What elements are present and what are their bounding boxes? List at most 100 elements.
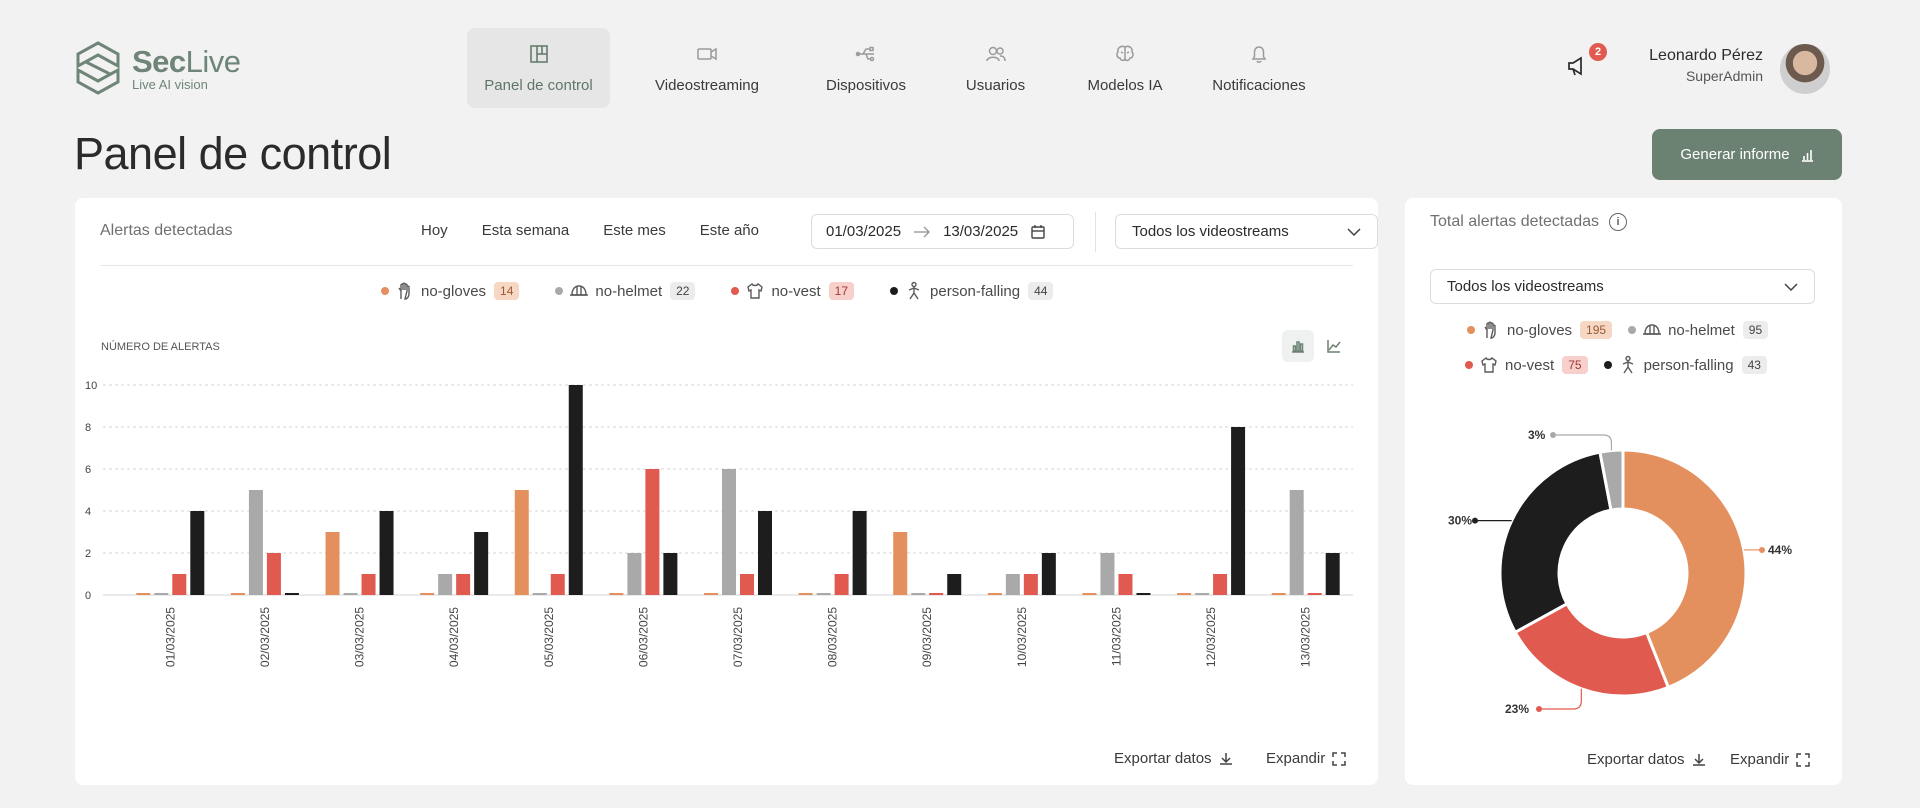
slice-no-gloves[interactable] [1621, 448, 1748, 690]
nav-item-dispositivos[interactable]: Dispositivos [804, 28, 928, 108]
videostream-select[interactable]: Todos los videostreams [1115, 214, 1378, 249]
bar-person-falling[interactable] [1231, 427, 1246, 595]
bar-no-helmet[interactable] [438, 574, 453, 595]
bar-no-vest[interactable] [1307, 593, 1322, 595]
helmet-icon [1643, 324, 1662, 335]
bar-no-vest[interactable] [361, 574, 376, 595]
bar-no-gloves[interactable] [893, 532, 908, 595]
main-nav: Panel de control Videostreaming Disposit… [467, 28, 1331, 108]
brand-tagline: Live AI vision [132, 76, 208, 92]
nav-item-panel-de-control[interactable]: Panel de control [467, 28, 610, 108]
bar-no-helmet[interactable] [816, 593, 831, 595]
bar-no-vest[interactable] [550, 574, 565, 595]
bar-no-helmet[interactable] [1289, 490, 1304, 595]
bar-no-gloves[interactable] [1177, 593, 1192, 595]
bar-no-gloves[interactable] [325, 532, 340, 595]
nav-item-notificaciones[interactable]: Notificaciones [1187, 28, 1331, 108]
bar-person-falling[interactable] [379, 511, 394, 595]
bar-person-falling[interactable] [1136, 593, 1151, 595]
x-tick-label: 03/03/2025 [353, 607, 367, 667]
brand-logo[interactable]: SecLive Live AI vision [74, 40, 241, 96]
nav-label: Usuarios [965, 76, 1026, 94]
arrow-right-icon [914, 226, 931, 237]
bar-no-vest[interactable] [266, 553, 281, 595]
bar-no-vest[interactable] [1213, 574, 1228, 595]
legend-item-no-helmet[interactable]: no-helmet 22 [555, 281, 696, 301]
legend-label: no-vest [1505, 356, 1555, 374]
slice-person-falling[interactable] [1498, 450, 1613, 635]
date-range-picker[interactable]: 01/03/2025 13/03/2025 [811, 214, 1074, 249]
bar-no-helmet[interactable] [248, 490, 263, 595]
user-info[interactable]: Leonardo Pérez SuperAdmin [1649, 47, 1763, 84]
bar-no-vest[interactable] [1023, 574, 1038, 595]
bar-person-falling[interactable] [190, 511, 205, 595]
chevron-down-icon [1347, 227, 1361, 236]
bar-no-gloves[interactable] [230, 593, 245, 595]
bar-chart-icon [1292, 341, 1304, 353]
legend-item-person-falling[interactable]: person-falling 44 [890, 281, 1054, 301]
side-export-data-button[interactable]: Exportar datos [1587, 751, 1707, 768]
megaphone-icon[interactable] [1566, 54, 1590, 78]
range-today[interactable]: Hoy [421, 222, 448, 239]
generate-report-button[interactable]: Generar informe [1652, 129, 1842, 180]
export-data-button[interactable]: Exportar datos [1114, 750, 1234, 767]
side-legend-item-no-vest[interactable]: no-vest 75 [1465, 355, 1588, 375]
bar-no-gloves[interactable] [609, 593, 624, 595]
bar-no-vest[interactable] [929, 593, 944, 595]
info-icon[interactable]: i [1609, 213, 1627, 231]
bar-person-falling[interactable] [1325, 553, 1340, 595]
bar-no-gloves[interactable] [514, 490, 529, 595]
bar-no-helmet[interactable] [1195, 593, 1210, 595]
bar-no-gloves[interactable] [987, 593, 1002, 595]
bar-person-falling[interactable] [947, 574, 962, 595]
bar-no-vest[interactable] [456, 574, 471, 595]
bar-no-gloves[interactable] [1082, 593, 1097, 595]
slice-no-vest[interactable] [1513, 601, 1671, 698]
bar-view-button[interactable] [1282, 330, 1314, 362]
range-this-month[interactable]: Este mes [603, 222, 666, 239]
bar-no-helmet[interactable] [911, 593, 926, 595]
bar-no-vest[interactable] [172, 574, 187, 595]
bar-no-vest[interactable] [1118, 574, 1133, 595]
side-legend-item-person-falling[interactable]: person-falling 43 [1603, 355, 1767, 375]
bar-no-gloves[interactable] [136, 593, 151, 595]
bar-no-helmet[interactable] [627, 553, 642, 595]
bar-no-gloves[interactable] [1271, 593, 1286, 595]
bar-no-helmet[interactable] [154, 593, 169, 595]
bar-person-falling[interactable] [474, 532, 489, 595]
bar-no-helmet[interactable] [343, 593, 358, 595]
nav-item-usuarios[interactable]: Usuarios [928, 28, 1063, 108]
bar-no-vest[interactable] [740, 574, 754, 595]
bar-no-gloves[interactable] [704, 593, 718, 595]
range-this-week[interactable]: Esta semana [481, 222, 570, 239]
bar-person-falling[interactable] [663, 553, 678, 595]
bar-person-falling[interactable] [284, 593, 299, 595]
bar-person-falling[interactable] [758, 511, 772, 595]
line-view-button[interactable] [1318, 330, 1350, 362]
bar-no-vest[interactable] [834, 574, 849, 595]
bar-no-helmet[interactable] [532, 593, 547, 595]
bar-no-vest[interactable] [645, 469, 660, 595]
legend-item-no-vest[interactable]: no-vest 17 [731, 281, 855, 301]
label-leader [1539, 688, 1582, 710]
bar-no-helmet[interactable] [722, 469, 736, 595]
bar-no-gloves[interactable] [420, 593, 435, 595]
legend-dot [555, 287, 564, 295]
legend-item-no-gloves[interactable]: no-gloves 14 [381, 281, 520, 301]
slice-no-helmet[interactable] [1598, 448, 1625, 512]
range-this-year[interactable]: Este año [699, 222, 759, 239]
side-legend-item-no-helmet[interactable]: no-helmet 95 [1628, 320, 1769, 340]
bar-person-falling[interactable] [852, 511, 867, 595]
expand-button[interactable]: Expandir [1266, 750, 1347, 767]
side-videostream-select[interactable]: Todos los videostreams [1430, 269, 1815, 304]
avatar[interactable] [1780, 44, 1830, 94]
bar-no-helmet[interactable] [1005, 574, 1020, 595]
bar-person-falling[interactable] [568, 385, 583, 595]
side-expand-button[interactable]: Expandir [1730, 751, 1811, 768]
side-legend-item-no-gloves[interactable]: no-gloves 195 [1467, 320, 1613, 340]
bar-no-gloves[interactable] [798, 593, 813, 595]
bar-no-helmet[interactable] [1100, 553, 1115, 595]
nav-item-modelos-ia[interactable]: Modelos IA [1063, 28, 1187, 108]
nav-item-videostreaming[interactable]: Videostreaming [610, 28, 804, 108]
bar-person-falling[interactable] [1041, 553, 1056, 595]
